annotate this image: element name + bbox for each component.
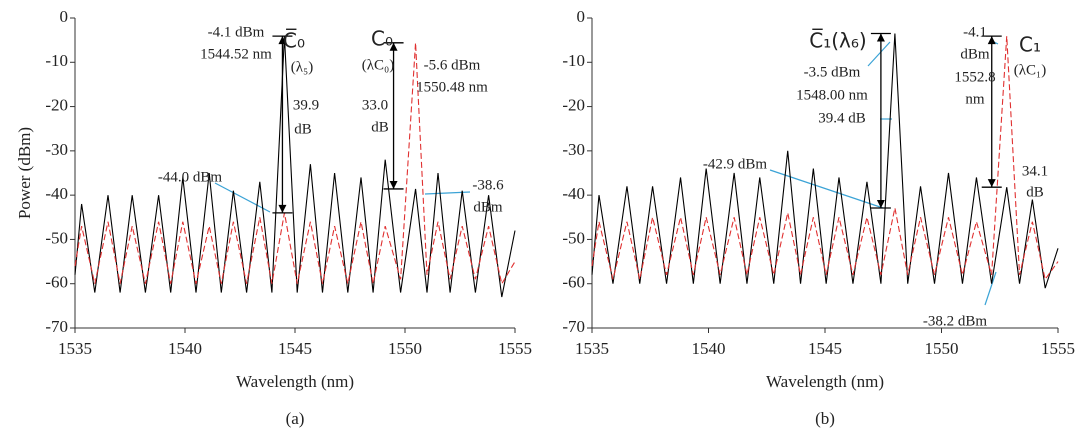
y-tick-label: 0 xyxy=(577,7,586,26)
annotation: 1552.8 xyxy=(954,69,995,85)
y-tick-label: -50 xyxy=(45,228,68,247)
annotation: -38.6 xyxy=(472,177,504,193)
annotation: C₁ xyxy=(1019,33,1041,57)
annotation: 34.1 xyxy=(1022,163,1048,179)
y-tick-label: -20 xyxy=(562,95,585,114)
y-tick-label: -70 xyxy=(562,317,585,336)
y-tick-label: -30 xyxy=(562,140,585,159)
y-tick-label: -60 xyxy=(562,273,585,292)
x-tick-label: 1555 xyxy=(1041,339,1075,358)
annotation: nm xyxy=(965,91,985,107)
callout-line xyxy=(424,191,471,195)
annotation: dBm xyxy=(960,46,990,62)
panel: 0 -10 -20 -30 -40 -50 -60 -70 1535 1540 1545 1550 15… xyxy=(562,7,1075,428)
y-tick-label: -50 xyxy=(562,228,585,247)
y-tick-label: -10 xyxy=(45,51,68,70)
panel-label: (b) xyxy=(815,409,835,428)
annotation: 1544.52 nm xyxy=(200,46,272,62)
callout-line xyxy=(867,41,891,67)
arrow-head xyxy=(278,204,287,213)
annotation: -4.1 dBm xyxy=(208,24,265,40)
arrow-head xyxy=(876,33,885,42)
x-tick-label: 1540 xyxy=(692,339,726,358)
arrow-head xyxy=(278,36,287,45)
panel: 0 -10 -20 -30 -40 -50 -60 -70 1535 1540 1545 1550 15… xyxy=(15,7,532,428)
callout-line xyxy=(214,182,271,213)
x-tick-label: 1545 xyxy=(808,339,842,358)
x-axis-label: Wavelength (nm) xyxy=(766,372,884,391)
y-tick-label: -10 xyxy=(562,51,585,70)
annotation: -38.2 dBm xyxy=(923,313,988,329)
annotation: C̅₀ xyxy=(283,28,305,53)
arrow-head xyxy=(876,199,885,208)
annotation: -44.0 dBm xyxy=(158,169,223,185)
annotation: C̅₁(λ₆) xyxy=(809,28,866,53)
x-tick-label: 1550 xyxy=(388,339,422,358)
x-axis-label: Wavelength (nm) xyxy=(236,372,354,391)
annotation: 39.9 xyxy=(293,97,319,113)
annotation: (λ₅) xyxy=(291,59,314,75)
annotation: 39.4 dB xyxy=(818,110,866,126)
annotation: -42.9 dBm xyxy=(703,156,768,172)
y-tick-label: -70 xyxy=(45,317,68,336)
y-tick-label: -40 xyxy=(45,184,68,203)
x-tick-label: 1535 xyxy=(58,339,92,358)
annotation: -4.1 xyxy=(963,24,987,40)
y-tick-label: -40 xyxy=(562,184,585,203)
spectrum-line xyxy=(74,42,516,286)
annotation: -3.5 dBm xyxy=(804,64,861,80)
panel-label: (a) xyxy=(286,409,305,428)
annotation: (λC₁) xyxy=(1014,62,1047,78)
x-tick-label: 1555 xyxy=(498,339,532,358)
annotation: dB xyxy=(294,121,312,137)
arrow-head xyxy=(389,42,398,51)
annotation: 33.0 xyxy=(362,97,388,113)
annotation: 1548.00 nm xyxy=(796,87,868,103)
annotation: C₀ xyxy=(371,27,393,51)
x-tick-label: 1550 xyxy=(925,339,959,358)
y-tick-label: -20 xyxy=(45,95,68,114)
spectrum-line xyxy=(591,36,1059,281)
arrow-head xyxy=(987,36,996,45)
y-tick-label: -60 xyxy=(45,273,68,292)
y-tick-label: 0 xyxy=(60,7,69,26)
arrow-head xyxy=(987,179,996,188)
annotation: 1550.48 nm xyxy=(416,79,488,95)
annotation: dB xyxy=(1026,184,1044,200)
annotation: dB xyxy=(371,119,389,135)
arrow-head xyxy=(389,180,398,189)
x-tick-label: 1545 xyxy=(278,339,312,358)
y-tick-label: -30 xyxy=(45,140,68,159)
x-tick-label: 1535 xyxy=(575,339,609,358)
x-tick-label: 1540 xyxy=(168,339,202,358)
annotation: dBm xyxy=(473,199,503,215)
y-axis-label: Power (dBm) xyxy=(15,127,34,219)
annotation: -5.6 dBm xyxy=(424,57,481,73)
callout-line xyxy=(984,271,997,306)
annotation: (λC₀) xyxy=(362,57,395,73)
